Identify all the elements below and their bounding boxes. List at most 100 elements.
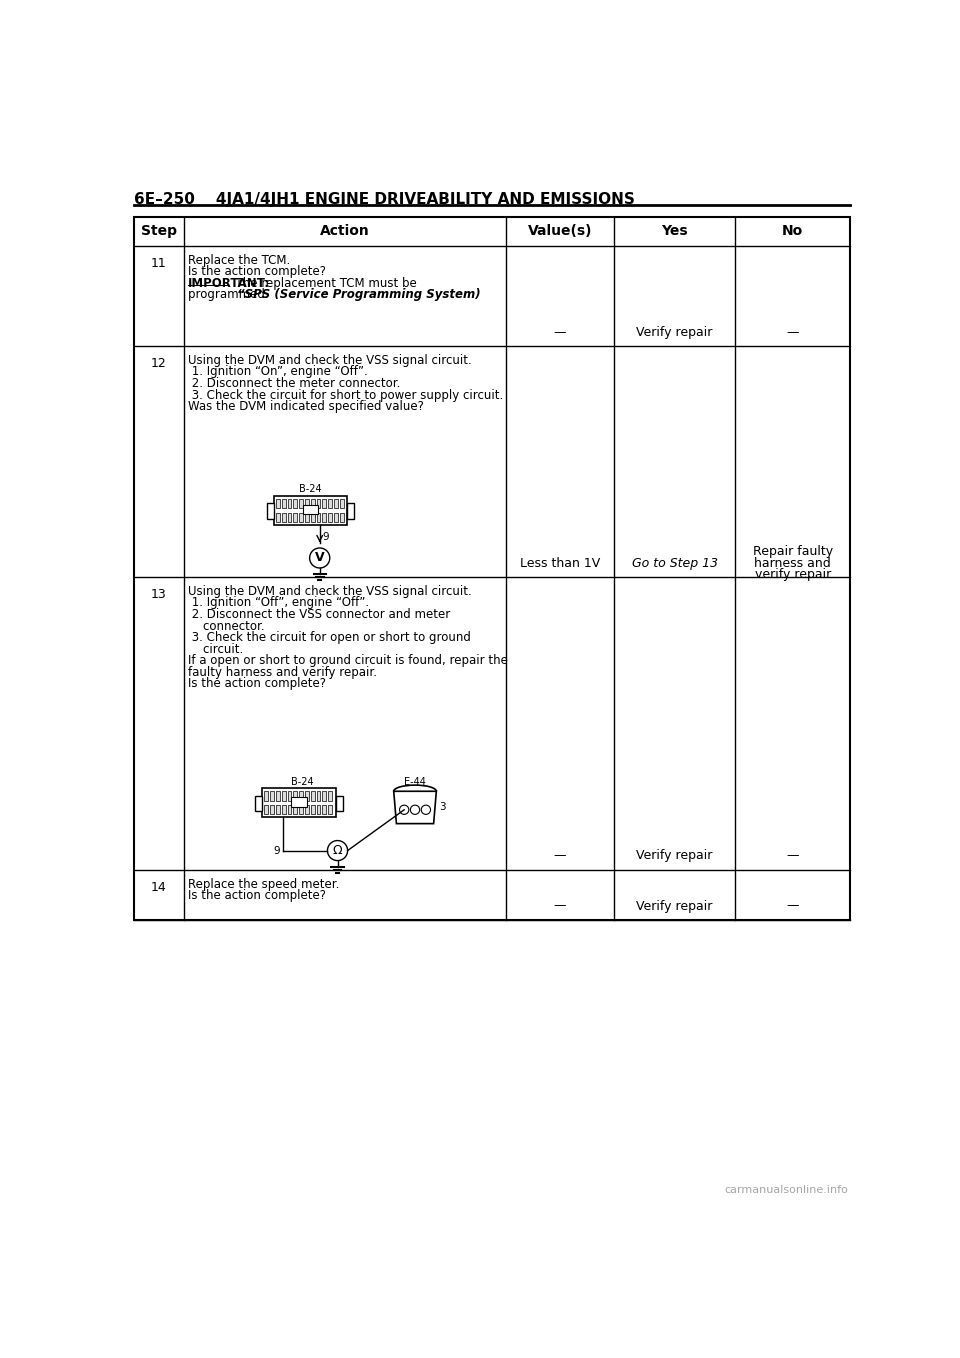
Text: “SPS (Service Programming System): “SPS (Service Programming System) [237, 288, 480, 301]
Bar [323, 792, 326, 800]
Bar [311, 498, 315, 508]
Text: 1. Ignition “Off”, engine “Off”.: 1. Ignition “Off”, engine “Off”. [188, 596, 369, 610]
Text: Action: Action [321, 224, 370, 239]
Text: Less than 1V: Less than 1V [520, 557, 600, 570]
Text: —: — [554, 326, 566, 340]
Bar [334, 512, 338, 521]
Bar [305, 792, 309, 800]
Bar [340, 512, 344, 521]
Text: verify repair: verify repair [755, 569, 831, 581]
Bar [294, 498, 298, 508]
Bar [281, 805, 286, 815]
Text: Verify repair: Verify repair [636, 326, 712, 340]
Text: 14: 14 [151, 880, 167, 894]
Text: B-24: B-24 [300, 483, 322, 494]
Text: Using the DVM and check the VSS signal circuit.: Using the DVM and check the VSS signal c… [188, 585, 471, 598]
Text: 3: 3 [439, 803, 445, 812]
Bar [270, 805, 274, 815]
Text: Step: Step [141, 224, 177, 239]
Bar [276, 792, 279, 800]
Bar [317, 805, 321, 815]
Bar [255, 796, 262, 811]
Bar [294, 792, 298, 800]
Text: —: — [554, 899, 566, 913]
Text: connector.: connector. [188, 619, 265, 633]
Bar [267, 504, 274, 519]
Bar [300, 512, 303, 521]
Text: V: V [315, 551, 324, 565]
Bar [264, 805, 268, 815]
Text: —: — [554, 850, 566, 862]
Bar [311, 512, 315, 521]
Bar [311, 805, 315, 815]
Text: 9: 9 [323, 532, 329, 542]
Text: Was the DVM indicated specified value?: Was the DVM indicated specified value? [188, 401, 423, 413]
Text: Is the action complete?: Is the action complete? [188, 678, 326, 690]
Bar [281, 498, 286, 508]
Text: B-24: B-24 [291, 777, 314, 786]
Bar [288, 805, 292, 815]
Text: programmed.: programmed. [188, 288, 276, 301]
Text: Verify repair: Verify repair [636, 850, 712, 862]
Bar [328, 498, 332, 508]
Text: Verify repair: Verify repair [636, 899, 712, 913]
Text: —: — [786, 899, 799, 913]
Text: 12: 12 [151, 357, 167, 369]
Bar [311, 792, 315, 800]
Text: E-44: E-44 [404, 777, 426, 786]
Bar [305, 805, 309, 815]
Bar [336, 796, 343, 811]
Bar [134, 217, 850, 919]
Text: 2. Disconnect the VSS connector and meter: 2. Disconnect the VSS connector and mete… [188, 608, 450, 621]
Bar [294, 805, 298, 815]
Text: harness and: harness and [755, 557, 831, 570]
Bar [300, 498, 303, 508]
Bar [262, 788, 336, 818]
Text: —: — [786, 850, 799, 862]
Bar [281, 512, 286, 521]
Text: Is the action complete?: Is the action complete? [188, 265, 326, 278]
Bar [317, 512, 321, 521]
Bar [288, 498, 292, 508]
Text: Replace the TCM.: Replace the TCM. [188, 254, 290, 266]
Text: Is the action complete?: Is the action complete? [188, 889, 326, 902]
Text: Replace the speed meter.: Replace the speed meter. [188, 877, 339, 891]
Bar [328, 792, 332, 800]
Text: 3. Check the circuit for open or short to ground: 3. Check the circuit for open or short t… [188, 631, 470, 644]
Text: carmanualsonline.info: carmanualsonline.info [725, 1184, 849, 1195]
Bar [323, 805, 326, 815]
Bar [281, 792, 286, 800]
Text: 11: 11 [151, 257, 167, 270]
Text: circuit.: circuit. [188, 642, 243, 656]
Bar [348, 504, 354, 519]
Text: Using the DVM and check the VSS signal circuit.: Using the DVM and check the VSS signal c… [188, 354, 471, 367]
Text: 13: 13 [151, 588, 167, 602]
Text: IMPORTANT:: IMPORTANT: [188, 277, 270, 289]
Text: 1. Ignition “On”, engine “Off”.: 1. Ignition “On”, engine “Off”. [188, 365, 368, 379]
Text: If a open or short to ground circuit is found, repair the: If a open or short to ground circuit is … [188, 655, 508, 667]
Text: Yes: Yes [661, 224, 688, 239]
Bar [340, 498, 344, 508]
Text: The replacement TCM must be: The replacement TCM must be [228, 277, 417, 289]
Bar [334, 498, 338, 508]
Text: Ω: Ω [333, 845, 343, 857]
Bar [328, 512, 332, 521]
Text: faulty harness and verify repair.: faulty harness and verify repair. [188, 665, 377, 679]
Bar [264, 792, 268, 800]
Bar [300, 805, 303, 815]
Text: Go to Step 13: Go to Step 13 [632, 557, 718, 570]
Bar [328, 805, 332, 815]
Bar [291, 797, 306, 807]
Text: Value(s): Value(s) [528, 224, 592, 239]
Bar [274, 496, 348, 524]
Bar [317, 498, 321, 508]
Bar [323, 498, 326, 508]
Bar [294, 512, 298, 521]
Bar [300, 792, 303, 800]
Bar [302, 505, 318, 515]
Bar [288, 792, 292, 800]
Bar [288, 512, 292, 521]
Bar [305, 512, 309, 521]
Bar [323, 512, 326, 521]
Bar [276, 498, 279, 508]
